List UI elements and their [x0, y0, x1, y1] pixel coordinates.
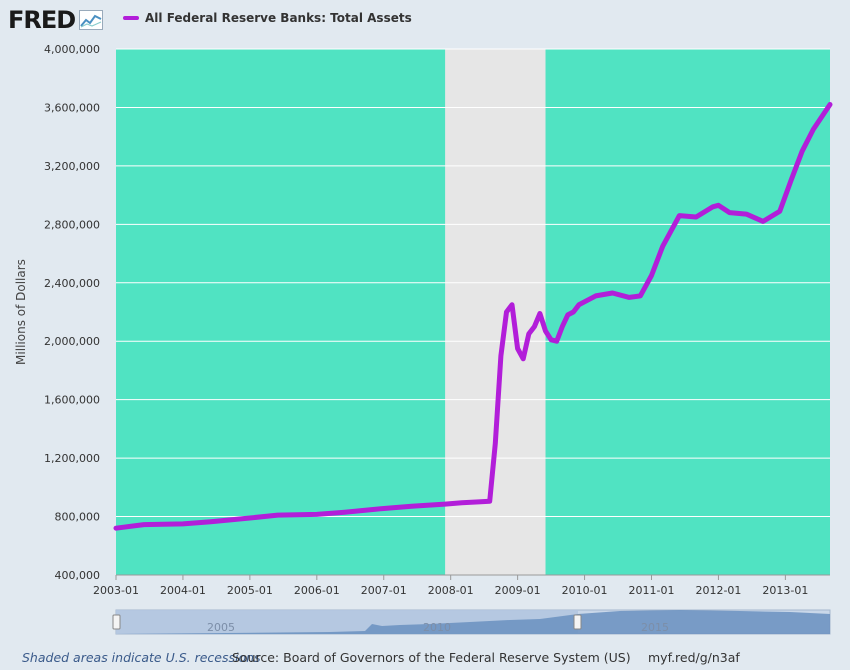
x-tick-label: 2009-01 [495, 584, 541, 597]
chart: 400,000 800,000 1,200,000 1,600,000 2,000,00… [14, 43, 833, 635]
x-tick-label: 2003-01 [93, 584, 139, 597]
y-tick-label: 2,400,000 [44, 277, 100, 290]
recession-note: Shaded areas indicate U.S. recessions [22, 650, 261, 665]
y-tick-label: 1,200,000 [44, 452, 100, 465]
x-tick-label: 2008-01 [428, 584, 474, 597]
y-tick-label: 400,000 [55, 569, 101, 582]
x-tick-label: 2004-01 [160, 584, 206, 597]
legend-label: All Federal Reserve Banks: Total Assets [145, 11, 412, 25]
y-tick-label: 3,600,000 [44, 101, 100, 114]
fred-logo[interactable]: FRED [8, 6, 104, 34]
x-tick-label: 2013-01 [762, 584, 808, 597]
x-tick-label: 2005-01 [227, 584, 273, 597]
y-axis-label: Millions of Dollars [14, 259, 28, 365]
short-url-link[interactable]: myf.red/g/n3af [648, 650, 740, 665]
range-navigator[interactable]: 2005 2010 2015 [112, 609, 831, 635]
chart-legend[interactable]: All Federal Reserve Banks: Total Assets [123, 11, 412, 25]
navigator-series [116, 610, 830, 634]
legend-swatch [123, 16, 139, 20]
y-tick-label: 1,600,000 [44, 394, 100, 407]
y-tick-label: 3,200,000 [44, 160, 100, 173]
x-tick-label: 2011-01 [629, 584, 675, 597]
x-tick-label: 2006-01 [294, 584, 340, 597]
line-chart-logo-icon [79, 10, 104, 30]
y-tick-label: 2,000,000 [44, 335, 100, 348]
recession-band [445, 49, 546, 575]
x-axis-ticks: 2003-01 2004-01 2005-01 2006-01 2007-01 2008-… [93, 574, 830, 597]
navigator-handle-right[interactable] [573, 614, 582, 630]
source-text: Source: Board of Governors of the Federa… [232, 650, 631, 665]
x-tick-label: 2010-01 [562, 584, 608, 597]
y-tick-label: 4,000,000 [44, 43, 100, 56]
x-tick-label: 2012-01 [695, 584, 741, 597]
series-line [113, 102, 833, 531]
navigator-label: 2005 [207, 621, 235, 634]
x-tick-label: 2007-01 [361, 584, 407, 597]
y-axis-ticks: 400,000 800,000 1,200,000 1,600,000 2,000,00… [44, 43, 100, 582]
navigator-handle-left[interactable] [112, 614, 121, 630]
y-tick-label: 800,000 [55, 511, 101, 524]
navigator-label: 2010 [423, 621, 451, 634]
y-tick-label: 2,800,000 [44, 218, 100, 231]
navigator-label: 2015 [641, 621, 669, 634]
brand-name: FRED [8, 6, 76, 34]
